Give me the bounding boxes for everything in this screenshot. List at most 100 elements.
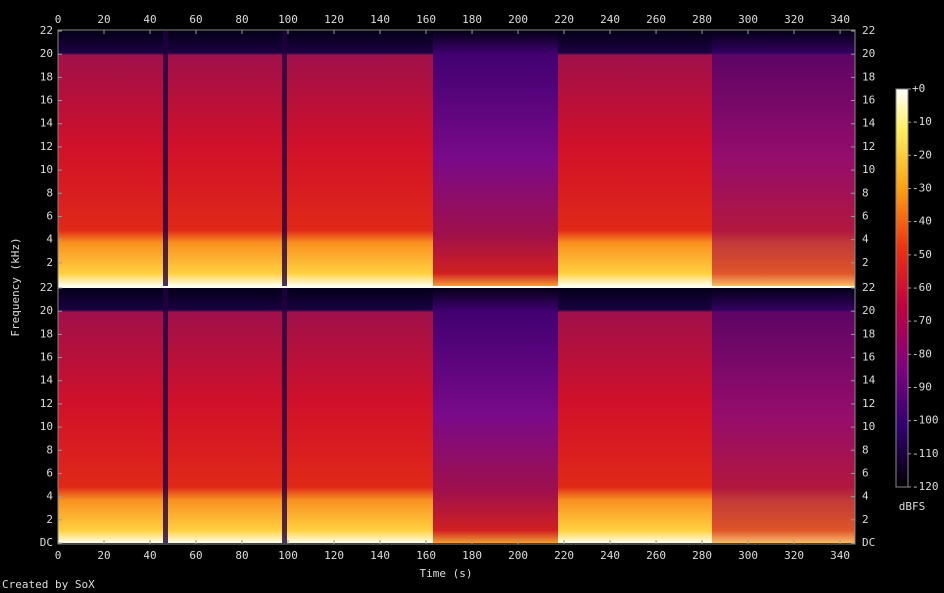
y-tick-label: 6: [46, 466, 53, 479]
x-tick-label: 240: [600, 549, 620, 562]
colorbar-tick-label: -30: [912, 182, 932, 195]
x-tick-label: 40: [143, 13, 156, 26]
colorbar-tick-label: -10: [912, 115, 932, 128]
x-tick-label: 320: [784, 549, 804, 562]
colorbar-tick-label: -50: [912, 248, 932, 261]
y-tick-label: 18: [862, 327, 875, 340]
colorbar-tick-label: -100: [912, 414, 939, 427]
y-tick-label: 16: [40, 94, 53, 107]
x-tick-label: 120: [324, 549, 344, 562]
x-tick-label: 60: [189, 13, 202, 26]
x-tick-label: 220: [554, 13, 574, 26]
y-tick-label: 10: [40, 163, 53, 176]
x-tick-label: 200: [508, 549, 528, 562]
colorbar-tick-label: -70: [912, 314, 932, 327]
x-tick-label: 0: [55, 549, 62, 562]
x-tick-label: 200: [508, 13, 528, 26]
y-tick-label: 8: [862, 443, 869, 456]
y-tick-label: 8: [46, 186, 53, 199]
x-tick-label: 280: [692, 549, 712, 562]
x-tick-label: 160: [416, 549, 436, 562]
y-tick-label: 16: [862, 351, 875, 364]
y-tick-label: 10: [40, 420, 53, 433]
y-axis-label: Frequency (kHz): [9, 237, 22, 336]
y-tick-label: 18: [862, 70, 875, 83]
x-tick-label: 80: [235, 549, 248, 562]
y-tick-label: 20: [40, 47, 53, 60]
x-tick-label: 100: [278, 13, 298, 26]
y-tick-label: 16: [40, 351, 53, 364]
x-tick-label: 300: [738, 13, 758, 26]
y-tick-label: 22: [40, 281, 53, 294]
colorbar-label: dBFS: [899, 500, 926, 513]
x-tick-label: 140: [370, 549, 390, 562]
x-tick-label: 20: [97, 549, 110, 562]
y-tick-label: 14: [862, 374, 876, 387]
colorbar-tick-label: -40: [912, 215, 932, 228]
y-tick-label: 18: [40, 327, 53, 340]
x-tick-label: 300: [738, 549, 758, 562]
x-tick-label: 60: [189, 549, 202, 562]
x-tick-label: 340: [830, 13, 850, 26]
x-tick-label: 0: [55, 13, 62, 26]
y-tick-label: 12: [862, 397, 875, 410]
x-tick-label: 240: [600, 13, 620, 26]
y-tick-label: 12: [40, 140, 53, 153]
y-tick-label: 12: [40, 397, 53, 410]
y-tick-label: 10: [862, 420, 875, 433]
y-tick-label: 20: [862, 304, 875, 317]
x-tick-label: 180: [462, 549, 482, 562]
y-tick-label: DC: [40, 536, 53, 549]
y-tick-label: 6: [46, 209, 53, 222]
colorbar-tick-label: -90: [912, 381, 932, 394]
colorbar-tick-label: -60: [912, 281, 932, 294]
x-tick-label: 280: [692, 13, 712, 26]
x-tick-label: 260: [646, 13, 666, 26]
x-tick-label: 320: [784, 13, 804, 26]
colorbar: [895, 88, 909, 488]
y-tick-label: 2: [46, 256, 53, 269]
x-axis-label: Time (s): [420, 567, 473, 580]
y-tick-label: 12: [862, 140, 875, 153]
credit: Created by SoX: [2, 578, 95, 591]
x-tick-label: 40: [143, 549, 156, 562]
colorbar-tick-label: -80: [912, 347, 932, 360]
y-tick-label: DC: [862, 536, 875, 549]
x-tick-label: 20: [97, 13, 110, 26]
colorbar-tick-label: +0: [912, 82, 925, 95]
x-tick-label: 100: [278, 549, 298, 562]
y-tick-label: 10: [862, 163, 875, 176]
x-tick-label: 140: [370, 13, 390, 26]
y-tick-label: 4: [862, 490, 869, 503]
y-tick-label: 22: [862, 24, 875, 37]
colorbar-tick-label: -20: [912, 148, 932, 161]
y-tick-label: 14: [862, 117, 876, 130]
x-tick-label: 80: [235, 13, 248, 26]
y-tick-label: 22: [40, 24, 53, 37]
y-tick-label: 14: [40, 117, 54, 130]
y-tick-label: 8: [862, 186, 869, 199]
y-tick-label: 20: [862, 47, 875, 60]
y-tick-label: 8: [46, 443, 53, 456]
x-tick-label: 260: [646, 549, 666, 562]
y-tick-label: 4: [46, 233, 53, 246]
x-tick-label: 220: [554, 549, 574, 562]
y-tick-label: 20: [40, 304, 53, 317]
y-tick-label: 6: [862, 466, 869, 479]
x-tick-label: 120: [324, 13, 344, 26]
x-tick-label: 180: [462, 13, 482, 26]
y-tick-label: 2: [862, 513, 869, 526]
y-tick-label: 14: [40, 374, 54, 387]
y-tick-label: 18: [40, 70, 53, 83]
y-tick-label: 6: [862, 209, 869, 222]
y-tick-label: 2: [862, 256, 869, 269]
spectrogram-image: [57, 29, 856, 545]
y-tick-label: 22: [862, 281, 875, 294]
y-tick-label: 16: [862, 94, 875, 107]
colorbar-tick-label: -110: [912, 447, 939, 460]
y-tick-label: 2: [46, 513, 53, 526]
y-tick-label: 4: [46, 490, 53, 503]
y-tick-label: 4: [862, 233, 869, 246]
x-tick-label: 340: [830, 549, 850, 562]
